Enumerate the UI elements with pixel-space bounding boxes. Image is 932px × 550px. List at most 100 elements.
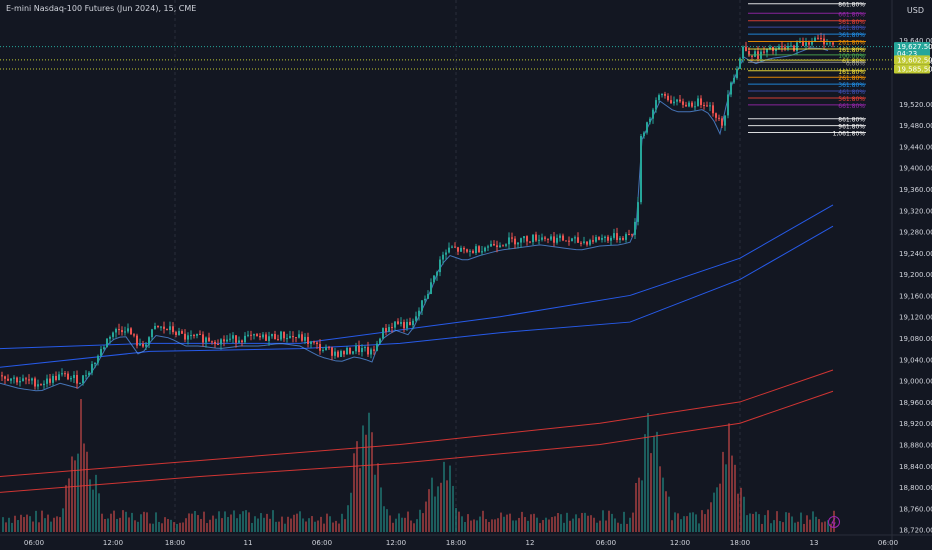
volume-bar — [578, 518, 580, 532]
candle-body — [424, 298, 426, 301]
candle-body — [715, 113, 717, 118]
volume-bar — [674, 512, 676, 532]
candle-body — [403, 322, 405, 329]
candle-body — [598, 237, 600, 240]
candle-body — [22, 378, 24, 382]
candle-body — [283, 331, 285, 339]
candle-body — [253, 334, 255, 336]
candle-body — [415, 316, 417, 321]
volume-bar — [449, 465, 451, 532]
candle-body — [748, 51, 750, 56]
candle-body — [730, 82, 732, 95]
candle-body — [4, 376, 6, 379]
volume-bar — [86, 451, 88, 532]
candle-body — [784, 47, 786, 49]
volume-bar — [488, 521, 490, 532]
volume-bar — [518, 517, 520, 532]
volume-bar — [788, 512, 790, 532]
volume-bar — [629, 517, 631, 532]
fib-level-label: 461.80% — [838, 25, 865, 32]
volume-bar — [683, 516, 685, 532]
volume-bar — [524, 517, 526, 532]
candle-body — [448, 247, 450, 253]
volume-bar — [98, 493, 100, 532]
volume-bar — [206, 523, 208, 532]
volume-bar — [176, 523, 178, 532]
volume-bar — [713, 492, 715, 532]
candle-body — [271, 334, 273, 337]
volume-bar — [224, 511, 226, 532]
volume-bar — [731, 455, 733, 532]
volume-bar — [560, 514, 562, 532]
lightning-icon — [828, 516, 840, 528]
candle-body — [454, 246, 456, 248]
volume-bar — [116, 518, 118, 532]
candle-body — [145, 344, 147, 347]
candle-body — [481, 251, 483, 253]
candle-body — [727, 94, 729, 116]
volume-bar — [440, 482, 442, 532]
volume-bar — [431, 477, 433, 532]
candle-body — [820, 38, 822, 40]
volume-bar — [77, 453, 79, 532]
volume-bar — [359, 468, 361, 532]
candle-body — [367, 347, 369, 355]
volume-bar — [410, 520, 412, 532]
volume-bar — [482, 510, 484, 532]
candle-body — [463, 247, 465, 250]
volume-bar — [272, 510, 274, 532]
y-tick-label: 19,080.00 — [899, 335, 932, 343]
volume-bar — [434, 496, 436, 532]
volume-bar — [356, 441, 358, 532]
fib-level-label: 0.00% — [846, 60, 865, 67]
candle-body — [199, 333, 201, 335]
volume-bar — [32, 521, 34, 532]
candle-body — [577, 237, 579, 243]
y-tick-label: 19,280.00 — [899, 229, 932, 237]
volume-bar — [692, 512, 694, 532]
candle-body — [331, 347, 333, 356]
volume-bar — [716, 487, 718, 532]
volume-bar — [452, 485, 454, 532]
fib-level-label: 861.80% — [838, 2, 865, 9]
volume-bar — [536, 517, 538, 532]
candle-body — [49, 378, 51, 383]
candle-body — [571, 238, 573, 242]
candle-body — [346, 347, 348, 355]
volume-bar — [134, 520, 136, 532]
price-badge — [894, 55, 930, 65]
candle-body — [121, 330, 123, 333]
fib-level-label: 61.80% — [842, 58, 865, 65]
volume-bar — [152, 523, 154, 532]
candle-body — [493, 243, 495, 246]
volume-bar — [179, 522, 181, 532]
volume-bar — [767, 510, 769, 532]
candle-body — [79, 383, 81, 385]
volume-bar — [818, 519, 820, 532]
candle-body — [796, 42, 798, 51]
volume-bar — [734, 464, 736, 532]
volume-bar — [755, 511, 757, 532]
volume-bar — [581, 512, 583, 532]
candle-body — [37, 384, 39, 387]
volume-bar — [494, 519, 496, 532]
volume-bar — [302, 518, 304, 532]
volume-bar — [746, 515, 748, 532]
volume-bar — [350, 492, 352, 532]
fib-level-label: 661.80% — [838, 103, 865, 110]
volume-bar — [464, 521, 466, 532]
candle-body — [547, 238, 549, 240]
volume-bar — [233, 510, 235, 532]
candle-body — [724, 115, 726, 126]
volume-bar — [131, 512, 133, 532]
candle-body — [643, 132, 645, 136]
currency-label[interactable]: USD — [906, 6, 924, 15]
lightning-icon-bolt — [831, 517, 836, 528]
candle-body — [124, 331, 126, 333]
candle-body — [220, 339, 222, 345]
candle-body — [427, 293, 429, 299]
volume-bar — [257, 518, 259, 532]
price-badge-text: 19,585.50 — [897, 65, 932, 73]
candle-body — [775, 49, 777, 52]
